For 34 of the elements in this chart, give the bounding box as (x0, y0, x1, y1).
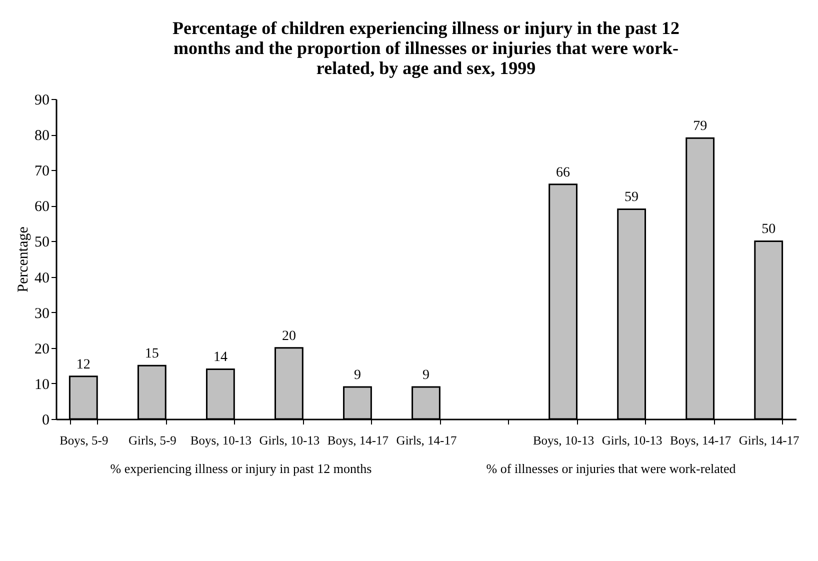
y-tick-label: 90 (34, 92, 50, 108)
data-label: 12 (76, 357, 90, 372)
y-tick-label: 50 (34, 234, 50, 251)
x-tick-label: Boys, 14-17 (670, 434, 732, 448)
x-tick-label: Girls, 5-9 (128, 434, 176, 448)
y-tick-label: 30 (34, 306, 50, 322)
x-tick-label: Girls, 14-17 (738, 434, 800, 448)
data-label: 20 (282, 328, 296, 344)
y-tick-label: 0 (42, 412, 50, 428)
x-tick-label: Boys, 10-13 (190, 434, 252, 448)
data-label: 15 (144, 346, 159, 362)
text: % experiencing illness or injury in past 12 months (110, 461, 372, 476)
text: % of illnesses or injuries that were work-related (486, 461, 736, 476)
x-tick-label: Boys, 14-17 (327, 434, 389, 448)
x-tick-label: Girls, 10-13 (259, 434, 320, 448)
data-label: 66 (556, 165, 570, 180)
x-tick-label: Boys, 10-13 (532, 434, 594, 448)
data-label: 50 (762, 222, 776, 238)
y-tick-label: 80 (34, 128, 50, 144)
data-label: 14 (213, 350, 228, 366)
data-label: 9 (354, 368, 361, 383)
y-tick-label: 60 (34, 199, 50, 216)
x-tick-label: Girls, 10-13 (602, 434, 662, 448)
x-tick-label: Boys, 5-9 (60, 434, 108, 448)
y-tick-label: 40 (34, 270, 50, 286)
x-tick-label: Girls, 14-17 (396, 434, 457, 448)
y-tick-label: 70 (34, 164, 50, 180)
y-axis-title: Percentage (16, 226, 32, 292)
chart-title: Percentage of children experiencing illness or injury in the past 12 months and the proportion of illnesses or injuries that were work-related, by age and sex, 1999 (172, 18, 680, 78)
data-label: 59 (624, 190, 639, 206)
data-label: 9 (422, 368, 430, 383)
y-tick-label: 20 (34, 341, 50, 358)
y-tick-label: 10 (34, 376, 50, 393)
data-label: 79 (693, 119, 708, 134)
